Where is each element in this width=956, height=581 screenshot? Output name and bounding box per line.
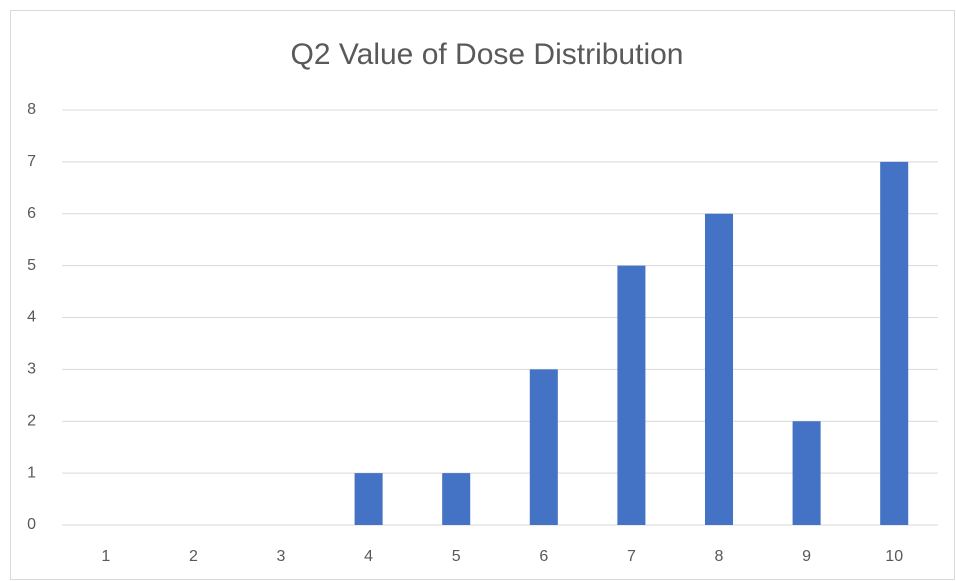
x-tick-label: 5 — [452, 548, 461, 565]
bar — [617, 265, 646, 525]
y-tick-label: 8 — [27, 101, 36, 118]
chart-title: Q2 Value of Dose Distribution — [291, 38, 684, 71]
y-tick-label: 1 — [27, 464, 36, 481]
y-tick-label: 6 — [27, 205, 36, 222]
y-tick-label: 0 — [27, 516, 36, 533]
x-tick-label: 1 — [101, 548, 110, 565]
y-tick-label: 7 — [27, 153, 36, 170]
x-tick-label: 7 — [627, 548, 636, 565]
x-tick-label: 6 — [539, 548, 548, 565]
bar — [529, 369, 558, 525]
x-tick-label: 9 — [802, 548, 811, 565]
bar — [792, 421, 821, 525]
x-tick-label: 4 — [364, 548, 373, 565]
bar — [442, 473, 471, 525]
bar — [880, 161, 909, 525]
y-tick-label: 5 — [27, 257, 36, 274]
bar — [354, 473, 383, 525]
y-tick-label: 3 — [27, 361, 36, 378]
bar — [704, 213, 734, 525]
x-tick-label: 8 — [715, 548, 724, 565]
x-tick-label: 3 — [277, 548, 286, 565]
y-tick-label: 4 — [27, 309, 36, 326]
y-tick-label: 2 — [27, 412, 36, 429]
x-tick-label: 10 — [885, 548, 903, 565]
x-tick-label: 2 — [189, 548, 198, 565]
